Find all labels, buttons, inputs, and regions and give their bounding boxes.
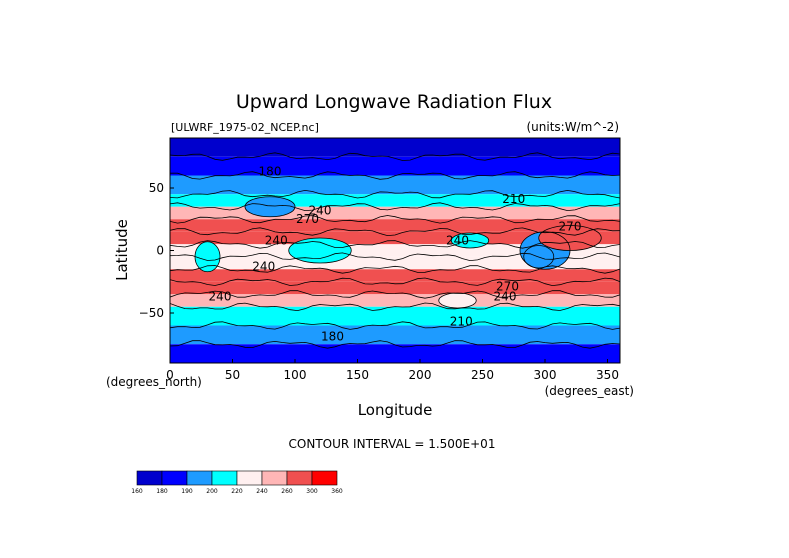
colorbar-swatch [261,470,288,486]
heatmap-band [170,156,620,176]
heatmap-anomaly [195,241,220,272]
x-tick-label: 300 [534,368,557,382]
colorbar-swatch [211,470,238,486]
y-tick-label: −50 [139,306,164,320]
colorbar-swatch [236,470,263,486]
y-axis: 50 0 −50 [139,181,174,320]
x-tick-label: 0 [166,368,174,382]
y-unit-label: (degrees_north) [106,375,202,389]
heatmap-anomaly [288,238,352,263]
colorbar-tick-label: 360 [331,488,343,495]
heatmap-band [170,138,620,157]
contour-label: 270 [559,220,582,234]
colorbar-swatch [311,470,338,486]
heatmap-band [170,231,620,245]
contour-line [538,225,602,251]
heatmap-field [170,138,620,363]
x-tick-label: 150 [346,368,369,382]
heatmap-band [170,325,620,345]
contour-line [170,252,620,262]
y-tick-label: 50 [149,181,164,195]
colorbar-swatch [161,470,188,486]
contour-label: 240 [252,260,275,274]
contour-label: 180 [259,165,282,179]
colorbar-tick-label: 220 [231,488,243,495]
contour-line [170,340,620,349]
heatmap-band [170,281,620,295]
contour-lines [170,152,620,349]
colorbar-tick-label: 180 [156,488,168,495]
heatmap-band [170,306,620,326]
colorbar-swatch [286,470,313,486]
heatmap-band [170,219,620,232]
colorbar-tick-label: 240 [256,488,268,495]
contour-line [450,232,490,249]
contour-line [288,237,352,264]
heatmap-anomaly [438,293,477,308]
contour-line [170,227,620,237]
x-axis-label: Longitude [358,401,433,419]
colorbar-tick-label: 260 [281,488,293,495]
x-tick-label: 50 [225,368,240,382]
chart-title: Upward Longwave Radiation Flux [236,91,552,113]
heatmap-band [170,344,620,363]
units-label: (units:W/m^-2) [526,120,619,134]
colorbar-tick-label: 300 [306,488,318,495]
contour-line [170,302,620,312]
contour-label: 270 [296,212,319,226]
contour-line [170,321,620,330]
x-tick-label: 200 [409,368,432,382]
x-tick-label: 350 [596,368,619,382]
contour-interval-text: CONTOUR INTERVAL = 1.500E+01 [289,437,496,451]
contour-label: 240 [494,290,517,304]
contour-label: 210 [502,192,525,206]
contour-label: 240 [209,290,232,304]
contour-label: 180 [321,330,344,344]
colorbar-tick-label: 160 [131,488,143,495]
heatmap-band [170,294,620,307]
x-tick-label: 100 [284,368,307,382]
contour-line [170,277,620,287]
heatmap-band [170,175,620,195]
colorbar: 160 180 190 200 220 240 260 300 360 [131,470,343,495]
contour-line [170,240,620,249]
y-tick-label: 0 [156,244,164,258]
heatmap-band [170,269,620,282]
heatmap-band [170,244,620,257]
colorbar-swatch [136,470,163,486]
contour-line [170,171,620,180]
colorbar-swatch [186,470,213,486]
contour-line [170,152,620,161]
contour-line [244,196,296,218]
contour-line [523,245,555,269]
heatmap-anomaly [245,196,295,217]
heatmap-band [170,194,620,207]
contour-line [438,292,477,309]
colorbar-tick-label: 200 [206,488,218,495]
colorbar-tick-label: 190 [181,488,193,495]
x-axis: 0 50 100 150 200 250 300 350 [166,359,619,382]
contour-line [170,189,620,199]
contour-label: 240 [309,203,332,217]
contour-line [170,290,620,299]
x-tick-label: 250 [471,368,494,382]
x-unit-label: (degrees_east) [545,384,634,398]
contour-label: 240 [265,233,288,247]
contour-line [170,215,620,224]
heatmap-band [170,256,620,270]
y-axis-label: Latitude [113,219,131,281]
contour-label: 240 [446,233,469,247]
contour-line [194,241,221,273]
contour-label: 210 [450,315,473,329]
source-file-label: [ULWRF_1975-02_NCEP.nc] [171,121,319,134]
contour-label: 270 [496,280,519,294]
